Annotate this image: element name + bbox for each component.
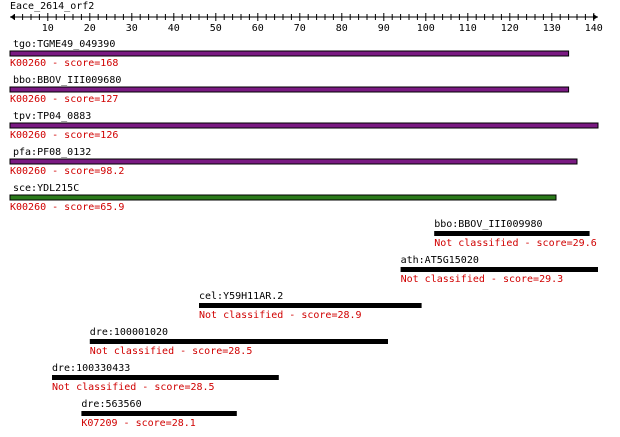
ruler-tick-label: 110: [459, 23, 477, 34]
hit-score: K00260 - score=98.2: [10, 166, 124, 177]
hit-score: K00260 - score=65.9: [10, 202, 124, 213]
hit-name[interactable]: pfa:PF08_0132: [13, 147, 91, 158]
hit-score: K07209 - score=28.1: [81, 418, 195, 429]
hit-row[interactable]: sce:YDL215C K00260 - score=65.9: [9, 183, 557, 213]
hit-bar[interactable]: [89, 339, 389, 344]
hit-row[interactable]: dre:100330433 Not classified - score=28.5: [52, 363, 279, 393]
hit-score: K00260 - score=168: [10, 58, 118, 69]
hit-name[interactable]: tpv:TP04_0883: [13, 111, 91, 122]
hit-bar[interactable]: [9, 122, 599, 129]
ruler-tick-label: 50: [210, 23, 222, 34]
hit-name[interactable]: cel:Y59H11AR.2: [199, 291, 283, 302]
hit-name[interactable]: dre:100330433: [52, 363, 130, 374]
hit-score: K00260 - score=126: [10, 130, 118, 141]
hit-row[interactable]: cel:Y59H11AR.2 Not classified - score=28.…: [199, 291, 422, 321]
hit-bar[interactable]: [434, 231, 590, 236]
ruler-tick-label: 30: [126, 23, 138, 34]
ruler-tick-label: 10: [42, 23, 54, 34]
hit-score: Not classified - score=28.5: [52, 382, 215, 393]
ruler-tick-label: 70: [294, 23, 306, 34]
hit-row[interactable]: tgo:TGME49_049390 K00260 - score=168: [9, 39, 570, 69]
ruler-tick-label: 100: [417, 23, 435, 34]
hit-row[interactable]: pfa:PF08_0132 K00260 - score=98.2: [9, 147, 578, 177]
ruler-tick-label: 40: [168, 23, 180, 34]
hit-bar[interactable]: [9, 86, 570, 93]
hit-score: Not classified - score=28.9: [199, 310, 362, 321]
hit-row[interactable]: bbo:BBOV_III009980 Not classified - score…: [434, 219, 597, 249]
hit-score: K00260 - score=127: [10, 94, 118, 105]
hit-bar[interactable]: [52, 375, 279, 380]
hit-name[interactable]: ath:AT5G15020: [401, 255, 479, 266]
hit-name[interactable]: dre:100001020: [90, 327, 168, 338]
hit-row[interactable]: dre:563560 K07209 - score=28.1: [81, 399, 237, 429]
hit-bar[interactable]: [400, 267, 598, 272]
hit-row[interactable]: bbo:BBOV_III009680 K00260 - score=127: [9, 75, 570, 105]
hit-score: Not classified - score=28.5: [90, 346, 253, 357]
hit-bar[interactable]: [9, 158, 578, 165]
position-ruler: 10 20 30 40 50 60 70 80 90 100 110 120 130 140: [10, 13, 603, 34]
hit-name[interactable]: dre:563560: [81, 399, 141, 410]
ruler-tick-label: 130: [543, 23, 561, 34]
hit-name[interactable]: bbo:BBOV_III009680: [13, 75, 121, 86]
ruler-tick-label: 140: [585, 23, 603, 34]
ruler-tick-label: 20: [84, 23, 96, 34]
hit-name[interactable]: sce:YDL215C: [13, 183, 79, 194]
hit-bar[interactable]: [81, 411, 237, 416]
ruler-tick-label: 120: [501, 23, 519, 34]
hit-bar[interactable]: [9, 50, 570, 57]
query-title: Eace_2614_orf2: [10, 1, 94, 12]
hit-row[interactable]: tpv:TP04_0883 K00260 - score=126: [9, 111, 599, 141]
ruler-tick-label: 90: [378, 23, 390, 34]
hit-list: tgo:TGME49_049390 K00260 - score=168 bbo:B…: [9, 39, 599, 429]
hit-name[interactable]: tgo:TGME49_049390: [13, 39, 115, 50]
hit-row[interactable]: ath:AT5G15020 Not classified - score=29.3: [400, 255, 598, 285]
hit-row[interactable]: dre:100001020 Not classified - score=28.5: [89, 327, 389, 357]
hit-score: Not classified - score=29.3: [401, 274, 564, 285]
hit-score: Not classified - score=29.6: [434, 238, 597, 249]
ruler-tick-label: 80: [336, 23, 348, 34]
ruler-tick-label: 60: [252, 23, 264, 34]
hit-name[interactable]: bbo:BBOV_III009980: [434, 219, 542, 230]
hit-bar[interactable]: [199, 303, 422, 308]
hit-bar[interactable]: [9, 194, 557, 201]
